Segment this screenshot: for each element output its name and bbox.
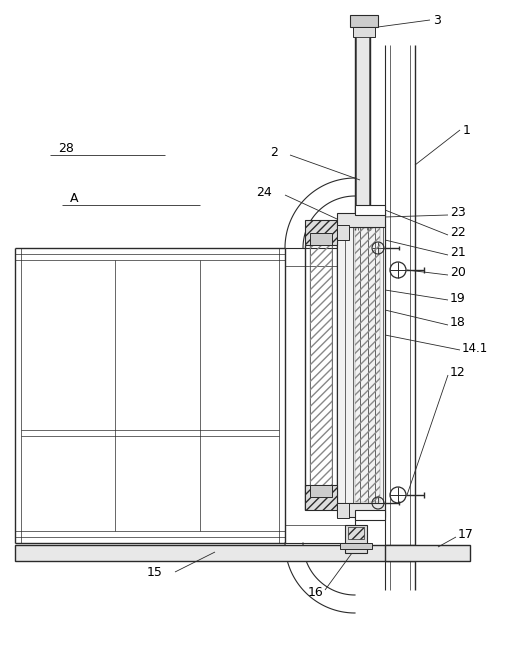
Text: 17: 17 <box>458 528 474 542</box>
Bar <box>353 27 375 37</box>
Text: 15: 15 <box>147 566 163 579</box>
Bar <box>340 543 372 549</box>
Bar <box>385 545 470 561</box>
Bar <box>345 525 367 553</box>
Bar <box>337 503 385 517</box>
Bar <box>350 15 378 27</box>
Bar <box>310 485 332 497</box>
Bar <box>337 225 349 240</box>
Text: 14.1: 14.1 <box>462 341 488 354</box>
Text: 22: 22 <box>450 226 466 239</box>
Bar <box>355 205 385 215</box>
Bar <box>356 37 369 227</box>
Bar <box>310 233 332 245</box>
Bar <box>355 228 380 502</box>
Bar <box>337 225 385 505</box>
Bar <box>305 485 337 510</box>
Text: 12: 12 <box>450 366 466 379</box>
Bar <box>348 527 364 539</box>
Text: 1: 1 <box>463 124 471 137</box>
Text: 19: 19 <box>450 292 466 305</box>
Text: 28: 28 <box>58 141 74 154</box>
Text: 3: 3 <box>433 14 441 27</box>
Text: 21: 21 <box>450 247 466 260</box>
Text: 20: 20 <box>450 266 466 279</box>
Text: 16: 16 <box>307 585 323 598</box>
Bar <box>15 545 415 561</box>
Text: 2: 2 <box>270 145 278 158</box>
Text: 24: 24 <box>256 186 272 199</box>
Bar <box>337 503 349 518</box>
Bar <box>337 213 385 227</box>
Bar <box>355 510 385 520</box>
Bar <box>305 220 337 245</box>
Bar <box>310 245 332 510</box>
Text: 18: 18 <box>450 317 466 330</box>
Text: 23: 23 <box>450 207 466 220</box>
Text: A: A <box>70 192 78 205</box>
